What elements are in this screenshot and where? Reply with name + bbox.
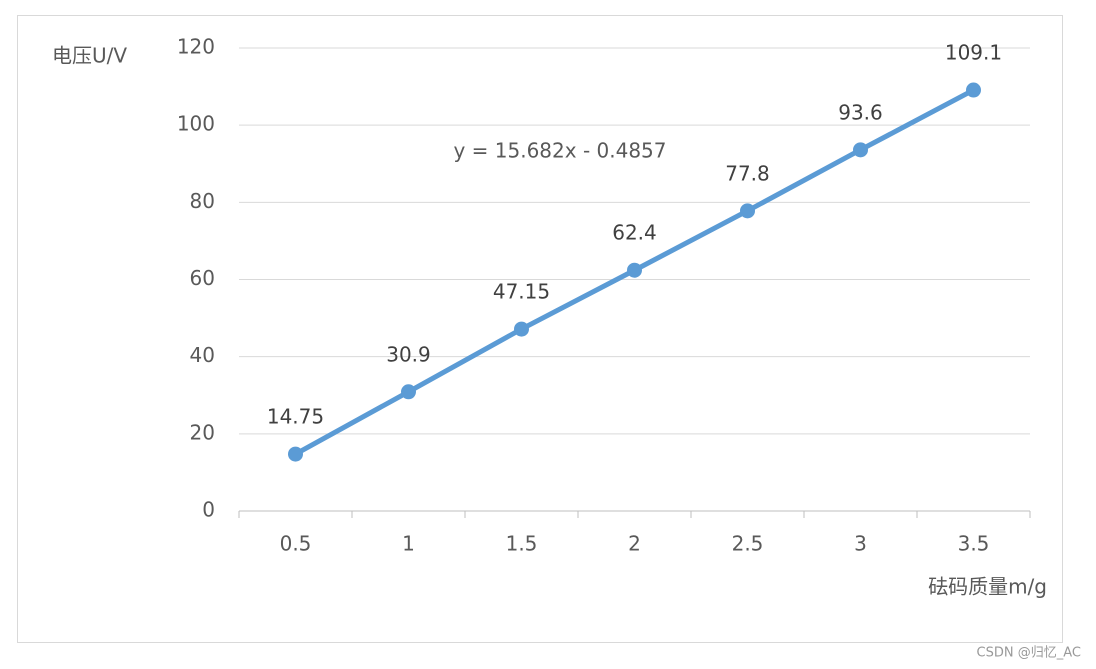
data-label: 77.8 bbox=[725, 161, 770, 185]
data-label: 30.9 bbox=[386, 342, 431, 366]
y-tick-label: 40 bbox=[190, 343, 215, 367]
y-tick-label: 100 bbox=[177, 112, 215, 136]
y-axis-label: 电压U/V bbox=[52, 44, 127, 68]
y-tick-label: 60 bbox=[190, 266, 215, 290]
x-tick-label: 1 bbox=[402, 532, 415, 556]
x-axis-label: 砝码质量m/g bbox=[928, 575, 1047, 599]
data-label: 62.4 bbox=[612, 221, 657, 245]
data-label: 47.15 bbox=[493, 280, 550, 304]
data-label: 14.75 bbox=[267, 405, 324, 429]
data-marker bbox=[288, 446, 303, 462]
data-marker bbox=[627, 262, 642, 278]
data-marker bbox=[740, 203, 755, 219]
x-tick-label: 0.5 bbox=[280, 532, 312, 556]
x-tick-label: 2 bbox=[628, 532, 641, 556]
y-tick-label: 0 bbox=[202, 498, 215, 522]
data-label: 93.6 bbox=[838, 100, 883, 124]
data-marker bbox=[966, 82, 981, 98]
x-tick-label: 2.5 bbox=[732, 532, 764, 556]
x-tick-label: 3.5 bbox=[958, 532, 990, 556]
data-marker bbox=[514, 321, 529, 337]
chart-border bbox=[17, 15, 1063, 643]
data-marker bbox=[853, 142, 868, 158]
y-tick-label: 20 bbox=[190, 420, 215, 444]
data-label: 109.1 bbox=[945, 41, 1002, 65]
watermark: CSDN @归忆_AC bbox=[977, 645, 1081, 661]
trendline-equation: y = 15.682x - 0.4857 bbox=[453, 139, 666, 163]
x-tick-label: 3 bbox=[854, 532, 867, 556]
data-marker bbox=[401, 384, 416, 400]
y-tick-label: 120 bbox=[177, 35, 215, 59]
y-tick-label: 80 bbox=[190, 189, 215, 213]
x-tick-label: 1.5 bbox=[506, 532, 538, 556]
